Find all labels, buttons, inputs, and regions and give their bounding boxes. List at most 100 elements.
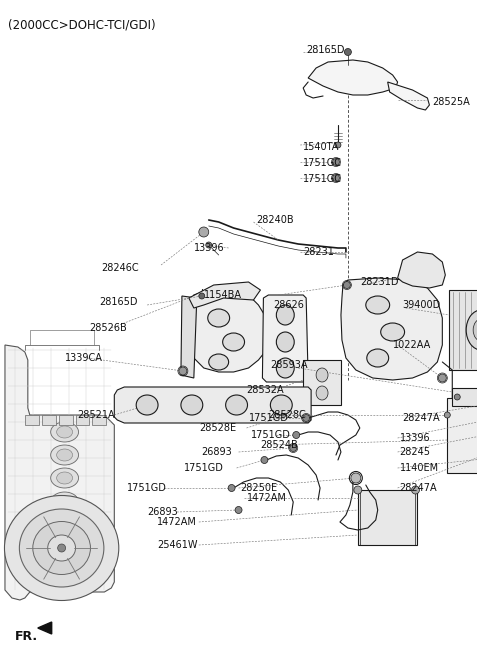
Ellipse shape	[57, 472, 72, 484]
Ellipse shape	[57, 566, 72, 578]
Polygon shape	[388, 82, 430, 110]
Bar	[303, 360, 341, 405]
Ellipse shape	[51, 515, 79, 535]
Text: 28250E: 28250E	[240, 483, 277, 493]
Bar	[449, 290, 480, 370]
Ellipse shape	[51, 468, 79, 488]
Ellipse shape	[335, 142, 341, 148]
Polygon shape	[308, 60, 397, 95]
Text: 1472AM: 1472AM	[247, 493, 287, 503]
Ellipse shape	[381, 323, 405, 341]
Text: 1751GC: 1751GC	[303, 158, 342, 168]
Text: FR.: FR.	[15, 630, 38, 644]
Text: 28240B: 28240B	[256, 215, 294, 225]
Text: 28532A: 28532A	[247, 385, 284, 395]
Ellipse shape	[226, 395, 248, 415]
Ellipse shape	[454, 394, 460, 400]
Text: 13396: 13396	[399, 433, 430, 443]
Ellipse shape	[199, 293, 205, 299]
Ellipse shape	[208, 309, 229, 327]
Text: 1154BA: 1154BA	[204, 290, 242, 300]
Bar	[358, 490, 418, 545]
Text: 26893: 26893	[147, 507, 178, 517]
Ellipse shape	[367, 349, 389, 367]
Bar	[447, 398, 480, 473]
Text: 28165D: 28165D	[306, 45, 345, 55]
Polygon shape	[5, 345, 114, 600]
Text: (2000CC>DOHC-TCI/GDI): (2000CC>DOHC-TCI/GDI)	[8, 18, 156, 31]
Text: 28245: 28245	[399, 447, 431, 457]
Ellipse shape	[136, 395, 158, 415]
Text: 28247A: 28247A	[399, 483, 437, 493]
Ellipse shape	[351, 473, 361, 483]
Ellipse shape	[366, 296, 390, 314]
Ellipse shape	[57, 496, 72, 508]
Ellipse shape	[466, 310, 480, 350]
Ellipse shape	[270, 395, 292, 415]
Ellipse shape	[58, 544, 66, 552]
Text: 28525A: 28525A	[432, 97, 470, 107]
Ellipse shape	[345, 49, 351, 56]
Ellipse shape	[228, 485, 235, 491]
Polygon shape	[181, 296, 197, 378]
Ellipse shape	[51, 562, 79, 582]
Ellipse shape	[316, 386, 328, 400]
Ellipse shape	[209, 354, 228, 370]
Ellipse shape	[333, 174, 339, 182]
Text: 28165D: 28165D	[99, 297, 138, 307]
Polygon shape	[38, 622, 52, 634]
Ellipse shape	[51, 492, 79, 512]
Ellipse shape	[444, 412, 450, 418]
Ellipse shape	[57, 519, 72, 531]
Ellipse shape	[57, 426, 72, 438]
Polygon shape	[185, 290, 268, 372]
Ellipse shape	[33, 522, 90, 575]
Ellipse shape	[19, 509, 104, 587]
Ellipse shape	[473, 319, 480, 341]
Text: 1751GD: 1751GD	[251, 430, 290, 440]
Text: 28521A: 28521A	[78, 410, 115, 420]
Text: 1751GD: 1751GD	[127, 483, 167, 493]
Ellipse shape	[290, 445, 297, 451]
Text: 1540TA: 1540TA	[303, 142, 339, 152]
Text: 1140EM: 1140EM	[399, 463, 439, 473]
Polygon shape	[263, 295, 308, 382]
Polygon shape	[189, 282, 261, 308]
Ellipse shape	[276, 305, 294, 325]
Ellipse shape	[276, 332, 294, 352]
Ellipse shape	[354, 486, 362, 494]
Text: 28246C: 28246C	[101, 263, 139, 273]
Ellipse shape	[438, 374, 446, 382]
Ellipse shape	[181, 395, 203, 415]
Ellipse shape	[316, 368, 328, 382]
Text: 28231D: 28231D	[360, 277, 398, 287]
Text: 28528E: 28528E	[199, 423, 236, 433]
Ellipse shape	[333, 159, 339, 165]
Text: 1751GC: 1751GC	[303, 174, 342, 184]
Text: 28626: 28626	[273, 300, 304, 310]
Text: 26893: 26893	[201, 447, 231, 457]
Text: 1751GD: 1751GD	[249, 413, 288, 423]
Text: 1022AA: 1022AA	[393, 340, 431, 350]
Ellipse shape	[293, 432, 300, 438]
Ellipse shape	[235, 506, 242, 514]
Text: 25461W: 25461W	[157, 540, 198, 550]
Text: 28526B: 28526B	[89, 323, 127, 333]
Ellipse shape	[206, 242, 212, 248]
Text: 28247A: 28247A	[403, 413, 440, 423]
Ellipse shape	[411, 486, 420, 494]
Text: 1339CA: 1339CA	[65, 353, 103, 363]
Text: 1472AM: 1472AM	[157, 517, 197, 527]
Text: 28524B: 28524B	[261, 440, 298, 450]
Ellipse shape	[51, 445, 79, 465]
Bar	[25, 415, 39, 425]
Polygon shape	[397, 252, 445, 288]
Text: 28528C: 28528C	[268, 410, 306, 420]
Polygon shape	[341, 278, 443, 380]
Ellipse shape	[57, 449, 72, 461]
Ellipse shape	[223, 333, 244, 351]
Polygon shape	[114, 387, 311, 423]
Bar	[93, 415, 107, 425]
Ellipse shape	[4, 495, 119, 600]
Ellipse shape	[303, 415, 310, 422]
